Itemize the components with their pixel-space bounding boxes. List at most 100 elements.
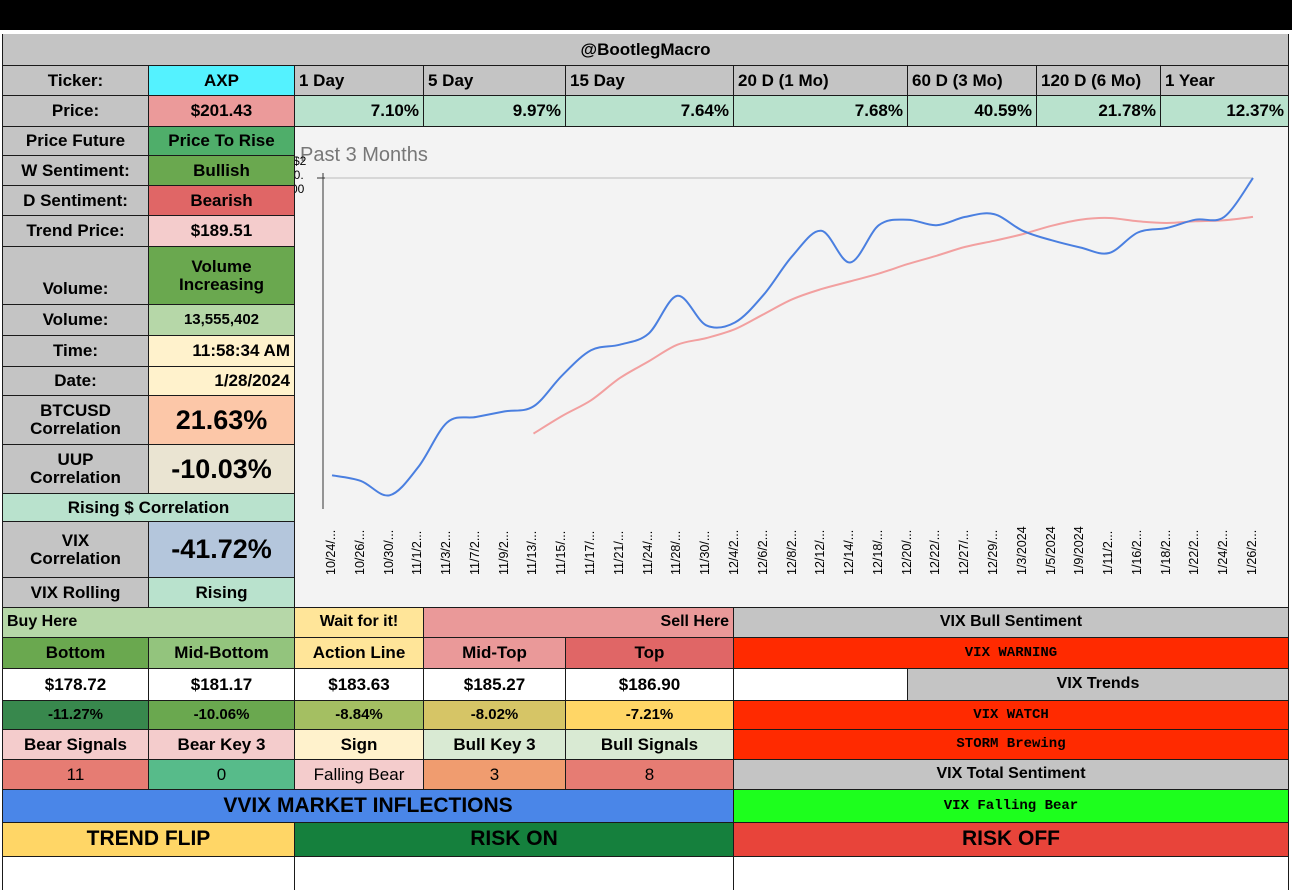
time-value: 11:58:34 AM [149, 336, 295, 367]
x-tick-label: 12/27/... [957, 529, 972, 575]
rising-corr: Rising $ Correlation [3, 494, 295, 522]
vix-falling-bear: VIX Falling Bear [734, 790, 1289, 823]
zone-pct-bottom: -11.27% [3, 701, 149, 730]
btc-corr-value: 21.63% [149, 396, 295, 445]
vix-corr-label: VIX Correlation [3, 522, 149, 578]
x-tick-label: 10/24/... [324, 529, 338, 575]
y-tick-label: 00. [295, 168, 304, 182]
ticker-label: Ticker: [3, 66, 149, 96]
d-sentiment-value: Bearish [149, 186, 295, 216]
w-sentiment-value: Bullish [149, 156, 295, 186]
x-tick-label: 11/1/2... [410, 530, 425, 575]
zone-header-action-line: Action Line [295, 638, 424, 669]
x-tick-label: 1/16/2... [1129, 529, 1144, 575]
x-tick-label: 12/12/... [813, 529, 828, 575]
x-tick-label: 11/9/2... [496, 530, 511, 575]
chart-panel: Past 3 Months $2 00. 00 10/24/... 10/26/.… [295, 127, 1289, 608]
vix-rolling-label: VIX Rolling [3, 578, 149, 608]
x-tick-label: 11/17/... [583, 530, 598, 575]
ticker-value: AXP [149, 66, 295, 96]
zone-price-mid-top: $185.27 [424, 669, 566, 701]
zone-header-mid-bottom: Mid-Bottom [149, 638, 295, 669]
trend-flip: TREND FLIP [3, 823, 295, 857]
x-tick-label: 12/18/... [870, 529, 885, 575]
zone-price-top: $186.90 [566, 669, 734, 701]
period-label-120d: 120 D (6 Mo) [1037, 66, 1161, 96]
x-tick-label: 1/3/2024 [1014, 526, 1029, 575]
zone-header-bottom: Bottom [3, 638, 149, 669]
signal-header-bull-signals: Bull Signals [566, 730, 734, 760]
inflection-cell-empty-3 [734, 857, 1289, 890]
zone-pct-top: -7.21% [566, 701, 734, 730]
signal-value-bear-key-3: 0 [149, 760, 295, 790]
price-future-label: Price Future [3, 127, 149, 156]
period-change-120d: 21.78% [1037, 96, 1161, 127]
x-tick-label: 12/8/2... [784, 529, 799, 575]
signal-value-bear-signals: 11 [3, 760, 149, 790]
y-tick-label: $2 [295, 154, 307, 168]
inflection-cell-empty-1 [3, 857, 295, 890]
price-label: Price: [3, 96, 149, 127]
uup-corr-value: -10.03% [149, 445, 295, 494]
signal-header-bear-key-3: Bear Key 3 [149, 730, 295, 760]
time-label: Time: [3, 336, 149, 367]
zone-price-bottom: $178.72 [3, 669, 149, 701]
x-tick-label: 1/9/2024 [1072, 526, 1087, 575]
signal-value-sign: Falling Bear [295, 760, 424, 790]
vix-bull-sentiment-header: VIX Bull Sentiment [734, 608, 1289, 638]
zone-header-mid-top: Mid-Top [424, 638, 566, 669]
x-tick-label: 11/24/... [640, 530, 655, 575]
zone-price-action-line: $183.63 [295, 669, 424, 701]
period-label-1d: 1 Day [295, 66, 424, 96]
risk-on: RISK ON [295, 823, 734, 857]
date-label: Date: [3, 367, 149, 396]
x-tick-label: 11/30/... [698, 530, 713, 575]
x-tick-label: 11/15/... [554, 530, 569, 575]
vix-warning: VIX WARNING [734, 638, 1289, 669]
signal-value-bull-key-3: 3 [424, 760, 566, 790]
d-sentiment-label: D Sentiment: [3, 186, 149, 216]
period-change-15d: 7.64% [566, 96, 734, 127]
vix-trends-blank [734, 669, 908, 701]
top-bar [0, 0, 1292, 30]
date-value: 1/28/2024 [149, 367, 295, 396]
storm-brewing: STORM Brewing [734, 730, 1289, 760]
x-tick-label: 1/26/2... [1245, 529, 1259, 575]
series-line-price [331, 177, 1254, 497]
buy-here-label: Buy Here [3, 608, 295, 638]
x-tick-label: 11/13/... [525, 530, 540, 575]
volume-trend-value: Volume Increasing [149, 247, 295, 305]
period-change-1y: 12.37% [1161, 96, 1289, 127]
x-tick-label: 12/4/2... [726, 529, 741, 575]
signal-header-bull-key-3: Bull Key 3 [424, 730, 566, 760]
vix-trends-header: VIX Trends [908, 669, 1289, 701]
x-tick-label: 11/21/... [611, 530, 626, 575]
x-tick-label: 1/5/2024 [1043, 526, 1058, 575]
x-tick-label: 10/26/... [352, 529, 367, 575]
period-change-60d: 40.59% [908, 96, 1037, 127]
volume-value: 13,555,402 [149, 305, 295, 336]
volume-trend-label: Volume: [3, 247, 149, 305]
x-tick-label: 12/29/... [985, 529, 1000, 575]
x-tick-label: 11/7/2... [467, 530, 482, 575]
x-tick-label: 12/6/2... [755, 529, 770, 575]
x-tick-label: 12/22/... [928, 529, 943, 575]
trend-price-label: Trend Price: [3, 216, 149, 247]
price-future-value: Price To Rise [149, 127, 295, 156]
period-label-60d: 60 D (3 Mo) [908, 66, 1037, 96]
sell-here-label: Sell Here [424, 608, 734, 638]
risk-off: RISK OFF [734, 823, 1289, 857]
series-line-trend [532, 215, 1254, 435]
period-change-20d: 7.68% [734, 96, 908, 127]
period-label-15d: 15 Day [566, 66, 734, 96]
x-tick-label: 12/14/... [842, 529, 857, 575]
zone-price-mid-bottom: $181.17 [149, 669, 295, 701]
vvix-inflections-title: VVIX MARKET INFLECTIONS [3, 790, 734, 823]
btc-corr-label: BTCUSD Correlation [3, 396, 149, 445]
vix-rolling-value: Rising [149, 578, 295, 608]
handle-header: @BootlegMacro [3, 34, 1289, 66]
period-label-1y: 1 Year [1161, 66, 1289, 96]
volume-label: Volume: [3, 305, 149, 336]
chart-title: Past 3 Months [300, 144, 428, 166]
trend-price-value: $189.51 [149, 216, 295, 247]
